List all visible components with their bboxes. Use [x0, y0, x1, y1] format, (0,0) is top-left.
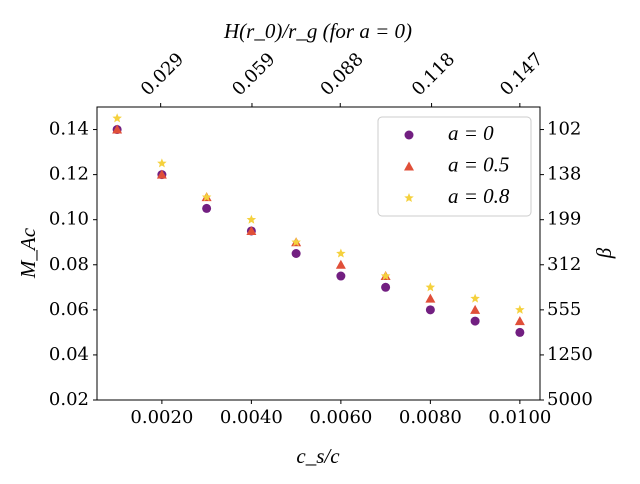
point — [470, 304, 481, 314]
y2-tick-label: 102 — [547, 119, 581, 140]
legend-label: a = 0.8 — [448, 184, 510, 208]
x-tick-label: 0.0040 — [220, 407, 283, 428]
x2-tick-label: 0.059 — [228, 49, 279, 100]
point — [291, 249, 301, 258]
point — [112, 113, 122, 123]
plot-frame — [96, 106, 541, 401]
y2-tick-label: 555 — [547, 299, 581, 320]
x-axis-label: c_s/c — [296, 444, 340, 468]
point — [470, 316, 480, 326]
y-tick-label: 0.04 — [49, 344, 89, 365]
point — [404, 161, 414, 171]
y2-tick-label: 5000 — [547, 389, 593, 410]
point — [202, 203, 212, 213]
point — [156, 169, 167, 179]
y-tick-label: 0.10 — [49, 209, 89, 230]
point — [336, 248, 346, 258]
point — [425, 282, 436, 292]
point — [246, 214, 257, 224]
y-axis-label: M_Ac — [16, 227, 40, 279]
x2-tick-label: 0.147 — [496, 49, 547, 100]
point — [335, 259, 346, 269]
y2-tick-label: 312 — [547, 254, 581, 275]
x2-tick-label: 0.029 — [137, 49, 188, 100]
point — [514, 316, 525, 326]
point — [380, 271, 391, 281]
y-tick-label: 0.06 — [49, 299, 89, 320]
point — [515, 304, 525, 314]
legend-label: a = 0 — [448, 121, 494, 145]
point — [515, 327, 525, 337]
y2-tick-label: 138 — [547, 164, 581, 185]
legend-box — [377, 116, 532, 217]
point — [381, 282, 391, 292]
legend-label: a = 0.5 — [448, 152, 509, 176]
y2-tick-label: 1250 — [547, 344, 593, 365]
y2-tick-label: 199 — [547, 209, 581, 230]
x-tick-label: 0.0060 — [309, 407, 372, 428]
x2-tick-label: 0.118 — [408, 49, 459, 100]
point — [404, 130, 414, 140]
x-tick-label: 0.0080 — [399, 407, 462, 428]
y2-axis-label: β — [592, 247, 616, 259]
y-tick-label: 0.08 — [49, 254, 89, 275]
x-tick-label: 0.0100 — [488, 407, 551, 428]
x-tick-label: 0.0020 — [130, 407, 193, 428]
point — [112, 124, 123, 134]
point — [291, 237, 301, 247]
point — [246, 225, 257, 235]
x2-tick-label: 0.088 — [316, 49, 367, 100]
point — [336, 271, 346, 281]
y-tick-label: 0.02 — [49, 389, 89, 410]
x2-axis-label: H(r_0)/r_g (for a = 0) — [223, 19, 412, 43]
point — [425, 293, 436, 303]
point — [425, 305, 435, 315]
point — [201, 192, 212, 202]
y-tick-label: 0.14 — [49, 119, 89, 140]
point — [470, 293, 480, 303]
y-tick-label: 0.12 — [49, 164, 89, 185]
point — [157, 158, 167, 168]
point — [404, 193, 414, 203]
